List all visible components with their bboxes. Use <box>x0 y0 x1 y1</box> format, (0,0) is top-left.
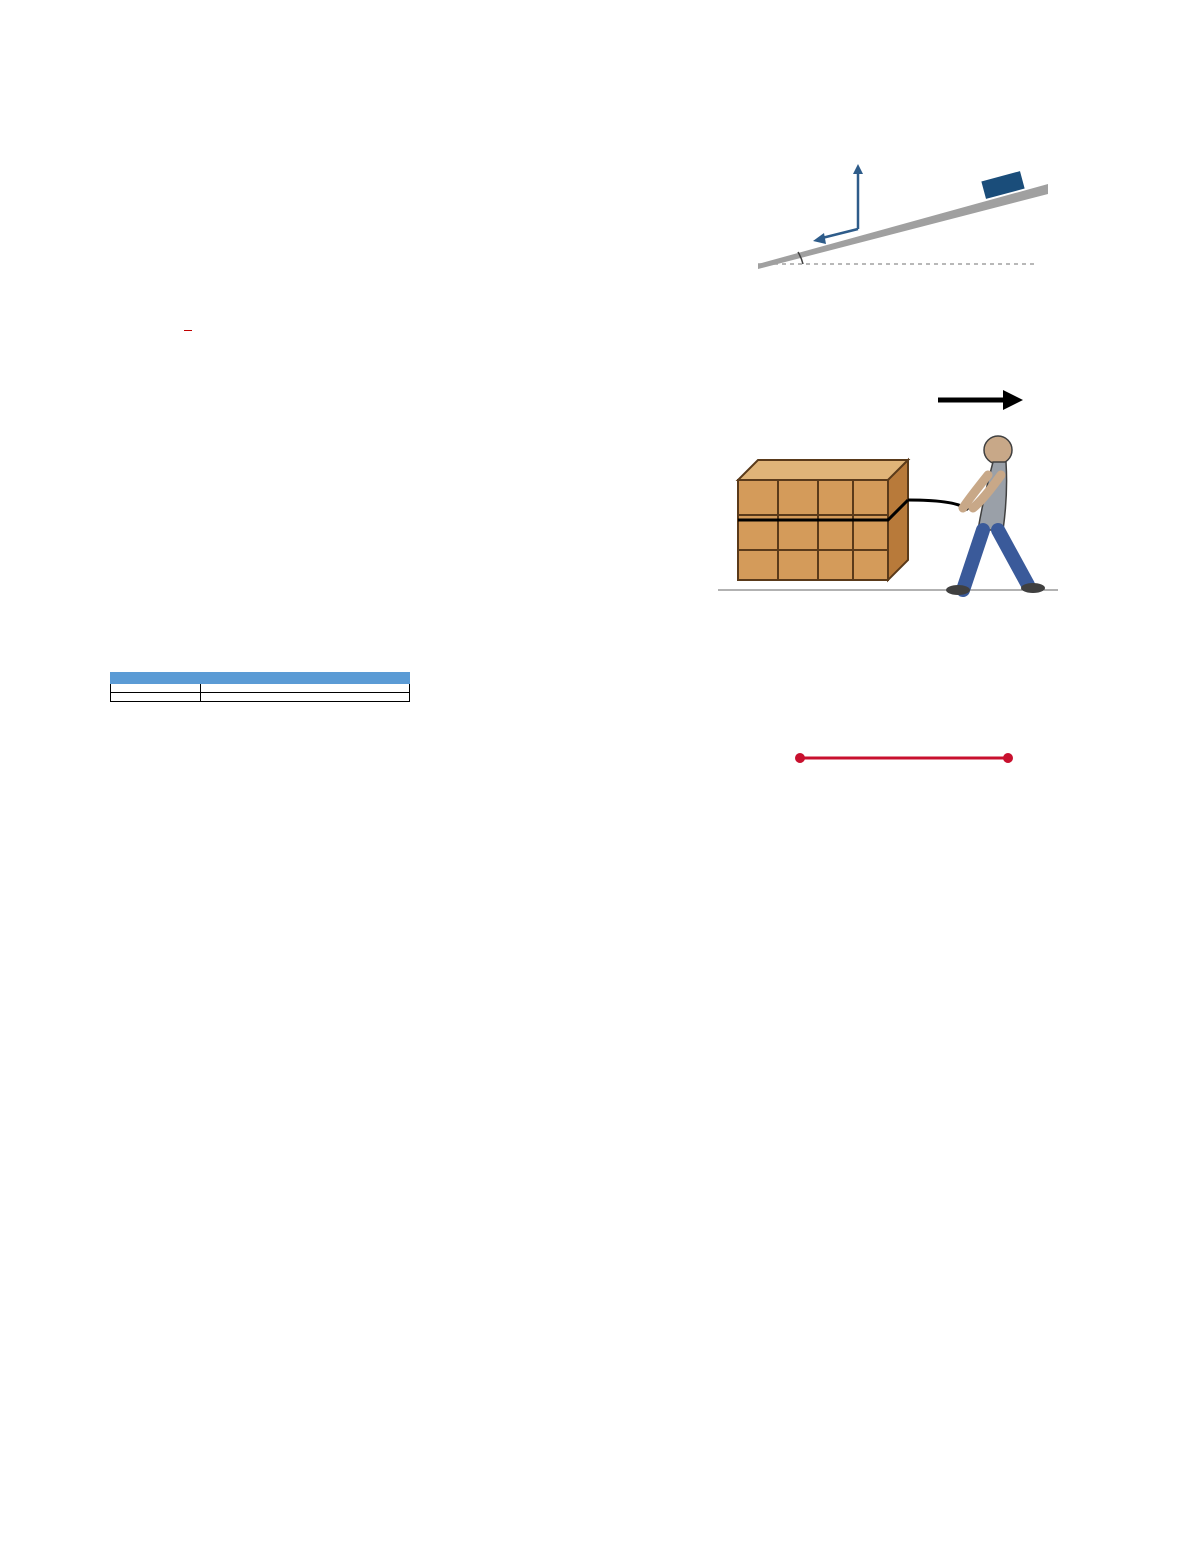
table-row <box>111 693 410 702</box>
q1-body <box>184 80 1088 106</box>
questions-list <box>110 80 1090 616</box>
q2-equations <box>184 308 1088 353</box>
tables-row <box>110 656 1090 702</box>
angle-cell <box>200 693 409 702</box>
question-3 <box>150 380 1090 616</box>
table1-col1 <box>111 673 201 684</box>
eq-line3 <box>184 308 1088 353</box>
lab-document-page <box>0 0 1200 801</box>
crate-push-diagram-icon <box>708 380 1068 610</box>
ramp-diagram-icon <box>708 134 1068 284</box>
table-1-block <box>110 656 410 702</box>
trial-cell <box>111 693 201 702</box>
q3-body <box>184 380 1088 616</box>
figure-6 <box>708 380 1088 616</box>
q2-body <box>184 134 1088 353</box>
table-row <box>111 684 410 693</box>
q3-text <box>184 380 688 616</box>
table1-col2 <box>200 673 409 684</box>
angle-cell <box>200 684 409 693</box>
trial-cell <box>111 684 201 693</box>
figure-5 <box>708 134 1088 290</box>
q2-text <box>184 134 688 290</box>
footer-logo <box>110 742 1090 761</box>
question-1 <box>150 80 1090 106</box>
table-1 <box>110 672 410 702</box>
question-2 <box>150 134 1090 353</box>
